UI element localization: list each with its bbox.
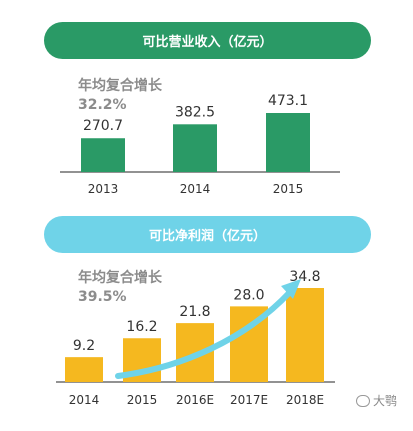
revenue-chart: 270.7 2013 382.5 2014 473.1 2015 — [60, 93, 340, 196]
profit-cagr-label: 年均复合增长 — [78, 270, 162, 286]
revenue-data-label: 270.7 — [83, 118, 123, 134]
revenue-tick-label: 2013 — [88, 182, 119, 196]
revenue-cagr: 年均复合增长 32.2% — [78, 78, 162, 114]
revenue-bar — [173, 124, 217, 172]
trend-arrow-shaft — [115, 289, 293, 379]
profit-data-label: 16.2 — [126, 319, 157, 335]
revenue-chart-title: 可比营业收入（亿元） — [44, 22, 371, 59]
wechat-icon — [355, 394, 370, 407]
profit-cagr: 年均复合增长 39.5% — [78, 270, 162, 306]
revenue-bar — [81, 138, 125, 172]
revenue-tick-label: 2015 — [273, 182, 304, 196]
profit-data-label: 9.2 — [73, 338, 95, 354]
profit-tick-label: 2014 — [69, 393, 100, 407]
watermark-text: 大鹗 — [372, 394, 397, 408]
profit-tick-label: 2016E — [176, 393, 214, 407]
revenue-bar — [266, 113, 310, 172]
revenue-data-label: 473.1 — [268, 93, 308, 109]
revenue-cagr-value: 32.2% — [78, 96, 127, 113]
revenue-tick-label: 2014 — [180, 182, 211, 196]
profit-tick-label: 2017E — [230, 393, 268, 407]
profit-tick-label: 2018E — [286, 393, 324, 407]
profit-tick-label: 2015 — [127, 393, 158, 407]
profit-data-label: 21.8 — [179, 304, 210, 320]
profit-data-label: 28.0 — [233, 287, 264, 303]
watermark: 大鹗 — [355, 392, 397, 409]
profit-cagr-value: 39.5% — [78, 288, 127, 305]
revenue-cagr-label: 年均复合增长 — [78, 78, 162, 94]
trend-arrow-head — [281, 279, 301, 299]
revenue-data-label: 382.5 — [175, 104, 215, 120]
profit-bar — [65, 357, 103, 382]
profit-bar — [286, 288, 324, 382]
profit-chart-title: 可比净利润（亿元） — [44, 216, 371, 253]
